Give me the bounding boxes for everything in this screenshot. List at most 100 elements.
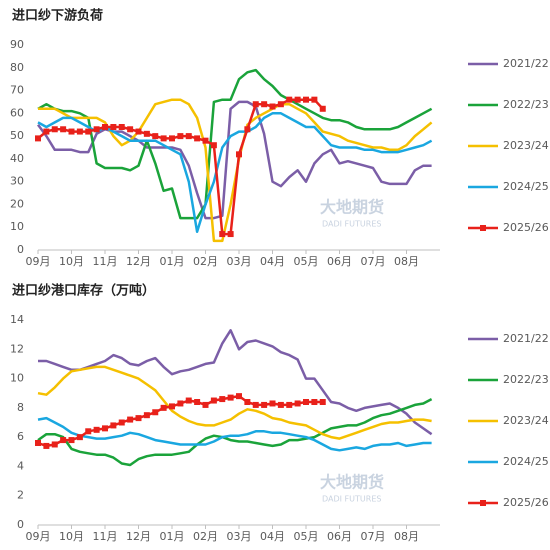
legend-label: 2023/24 xyxy=(503,139,549,152)
point-marker xyxy=(294,96,301,103)
point-marker xyxy=(319,105,326,112)
x-tick-label: 01月 xyxy=(160,530,185,543)
point-marker xyxy=(68,437,75,444)
y-tick-label: 12 xyxy=(10,342,24,355)
point-marker xyxy=(261,401,268,408)
point-marker xyxy=(43,128,50,135)
x-tick-label: 10月 xyxy=(59,255,84,268)
point-marker xyxy=(319,399,326,405)
point-marker xyxy=(311,96,318,103)
x-tick-label: 04月 xyxy=(260,255,285,268)
point-marker xyxy=(93,126,100,133)
x-tick-label: 12月 xyxy=(126,530,151,543)
point-marker xyxy=(236,393,242,400)
point-marker xyxy=(102,124,108,130)
point-marker xyxy=(35,135,41,142)
point-marker xyxy=(227,231,234,238)
point-marker xyxy=(177,133,184,140)
x-tick-label: 11月 xyxy=(93,530,118,543)
series-line xyxy=(36,100,432,220)
point-marker xyxy=(160,404,167,411)
series-line xyxy=(37,365,432,440)
y-tick-label: 6 xyxy=(17,430,24,443)
point-marker xyxy=(135,415,142,422)
point-marker xyxy=(51,441,58,448)
point-marker xyxy=(135,128,142,135)
y-tick-label: 20 xyxy=(10,197,24,210)
watermark: 大地期货 xyxy=(320,198,384,217)
x-tick-label: 11月 xyxy=(93,255,118,268)
point-marker xyxy=(277,401,284,408)
point-marker xyxy=(51,126,58,133)
y-tick-label: 70 xyxy=(10,84,24,97)
point-marker xyxy=(118,124,125,130)
x-tick-label: 06月 xyxy=(327,255,352,268)
x-tick-label: 01月 xyxy=(160,255,185,268)
series-line xyxy=(38,329,433,436)
point-marker xyxy=(252,101,259,108)
point-marker xyxy=(93,426,100,433)
point-marker xyxy=(202,137,209,144)
point-marker xyxy=(286,401,293,408)
point-marker xyxy=(236,151,242,158)
point-marker xyxy=(303,399,309,405)
legend-label: 2025/26 xyxy=(503,221,549,234)
point-marker xyxy=(210,397,217,404)
point-marker xyxy=(160,135,167,142)
point-marker xyxy=(60,437,67,444)
point-marker xyxy=(185,133,192,140)
y-tick-label: 90 xyxy=(10,38,24,51)
point-marker xyxy=(152,133,159,140)
x-tick-label: 05月 xyxy=(294,530,319,543)
point-marker xyxy=(169,135,175,142)
x-tick-label: 10月 xyxy=(59,530,84,543)
y-tick-label: 60 xyxy=(10,106,24,119)
watermark: DADI FUTURES xyxy=(322,220,381,229)
x-tick-label: 03月 xyxy=(227,530,252,543)
point-marker xyxy=(227,394,234,401)
x-tick-label: 09月 xyxy=(26,255,51,268)
x-tick-label: 02月 xyxy=(193,530,218,543)
point-marker xyxy=(219,231,226,238)
point-marker xyxy=(169,403,175,410)
point-marker xyxy=(210,142,217,149)
point-marker xyxy=(261,101,268,108)
point-marker xyxy=(85,128,92,135)
point-marker xyxy=(286,96,293,103)
x-tick-label: 05月 xyxy=(294,255,319,268)
point-marker xyxy=(60,126,67,133)
legend-marker xyxy=(480,500,486,506)
legend-label: 2021/22 xyxy=(503,332,549,345)
series-line xyxy=(37,416,432,452)
point-marker xyxy=(43,442,50,449)
x-tick-label: 08月 xyxy=(394,255,419,268)
legend-label: 2022/23 xyxy=(503,373,549,386)
legend-label: 2021/22 xyxy=(503,57,549,70)
y-tick-label: 8 xyxy=(17,401,24,414)
legend-label: 2024/25 xyxy=(503,180,549,193)
point-marker xyxy=(269,400,276,407)
x-tick-label: 02月 xyxy=(193,255,218,268)
point-marker xyxy=(303,96,309,103)
point-marker xyxy=(85,428,92,435)
y-tick-label: 30 xyxy=(10,175,24,188)
point-marker xyxy=(244,399,251,405)
watermark: DADI FUTURES xyxy=(322,495,381,504)
point-marker xyxy=(143,412,150,419)
legend-label: 2022/23 xyxy=(503,98,549,111)
point-marker xyxy=(277,101,284,108)
point-marker xyxy=(127,126,134,133)
point-marker xyxy=(143,130,150,137)
point-marker xyxy=(244,126,251,133)
point-marker xyxy=(269,103,276,110)
x-tick-label: 06月 xyxy=(327,530,352,543)
series-line xyxy=(38,98,433,243)
point-marker xyxy=(110,124,117,130)
x-tick-label: 07月 xyxy=(361,530,386,543)
legend-label: 2023/24 xyxy=(503,414,549,427)
x-tick-label: 03月 xyxy=(227,255,252,268)
y-tick-label: 80 xyxy=(10,61,24,74)
y-tick-label: 4 xyxy=(17,459,24,472)
x-tick-label: 12月 xyxy=(126,255,151,268)
y-tick-label: 10 xyxy=(10,372,24,385)
